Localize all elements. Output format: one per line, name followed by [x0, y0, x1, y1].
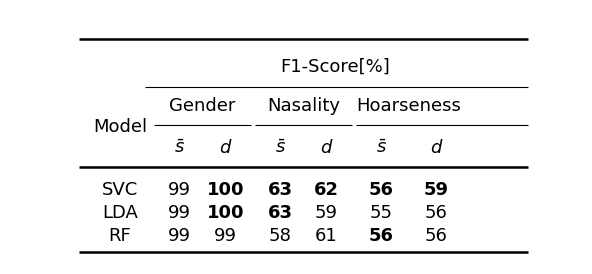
Text: 100: 100: [207, 204, 244, 222]
Text: 99: 99: [214, 227, 237, 246]
Text: 63: 63: [268, 204, 293, 222]
Text: 61: 61: [315, 227, 337, 246]
Text: Model: Model: [93, 118, 147, 136]
Text: $d$: $d$: [320, 139, 333, 157]
Text: $d$: $d$: [430, 139, 443, 157]
Text: 56: 56: [425, 227, 448, 246]
Text: 56: 56: [369, 227, 394, 246]
Text: Gender: Gender: [169, 97, 236, 115]
Text: $\bar{s}$: $\bar{s}$: [376, 139, 387, 157]
Text: 99: 99: [168, 181, 191, 199]
Text: LDA: LDA: [102, 204, 138, 222]
Text: $\bar{s}$: $\bar{s}$: [174, 139, 185, 157]
Text: 63: 63: [268, 181, 293, 199]
Text: F1-Score[%]: F1-Score[%]: [281, 58, 390, 76]
Text: SVC: SVC: [102, 181, 138, 199]
Text: 62: 62: [314, 181, 339, 199]
Text: 100: 100: [207, 181, 244, 199]
Text: 59: 59: [315, 204, 338, 222]
Text: Hoarseness: Hoarseness: [356, 97, 461, 115]
Text: 99: 99: [168, 227, 191, 246]
Text: 59: 59: [424, 181, 449, 199]
Text: 56: 56: [369, 181, 394, 199]
Text: 99: 99: [168, 204, 191, 222]
Text: $\bar{s}$: $\bar{s}$: [275, 139, 286, 157]
Text: 58: 58: [269, 227, 292, 246]
Text: Nasality: Nasality: [267, 97, 340, 115]
Text: $d$: $d$: [218, 139, 232, 157]
Text: 56: 56: [425, 204, 448, 222]
Text: 55: 55: [370, 204, 393, 222]
Text: RF: RF: [108, 227, 131, 246]
